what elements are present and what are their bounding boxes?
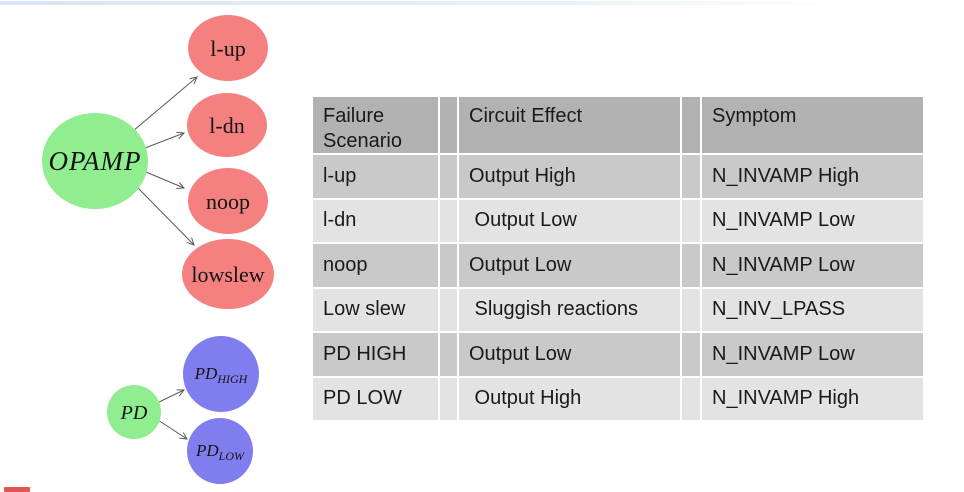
node-opamp-shape [42,113,148,209]
node-noop-label: noop [206,189,250,214]
pd-edges [156,390,187,439]
cell-spacer [682,288,700,331]
cell-symptom: N_INVAMP High [702,377,923,420]
node-pd-low: PDLOW [187,418,253,484]
node-noop: noop [188,168,268,234]
node-ldn-shape [187,93,267,157]
pd-low-sub: LOW [218,449,245,463]
node-lup-shape [188,15,268,81]
cell-scenario: PD HIGH [313,333,438,376]
node-lowslew-shape [182,239,274,309]
cell-spacer [440,333,457,376]
header-spacer-1 [440,97,457,153]
header-circuit-effect: Circuit Effect [459,97,680,153]
cell-effect: Output High [459,377,680,420]
cell-symptom: N_INVAMP Low [702,244,923,287]
cell-scenario: l-dn [313,199,438,242]
cell-spacer [682,377,700,420]
cell-scenario: PD LOW [313,377,438,420]
node-pd-high-label: PDHIGH [194,364,249,386]
node-ldn: l-dn [187,93,267,157]
cell-spacer [682,155,700,198]
edge-opamp-lowslew [137,187,194,245]
opamp-edges [132,77,197,245]
node-pd-low-label: PDLOW [195,441,245,463]
cell-spacer [440,288,457,331]
cell-effect: Output Low [459,244,680,287]
edge-opamp-lup [132,77,197,132]
node-pd-high-shape [183,336,259,412]
edge-opamp-ldn [144,133,184,149]
failure-scenario-table: Failure Scenario Circuit Effect Symptom … [313,97,923,420]
cell-spacer [440,199,457,242]
node-opamp: OPAMP [42,113,148,209]
node-pd-label: PD [120,402,148,424]
cell-scenario: noop [313,244,438,287]
header-failure-scenario: Failure Scenario [313,97,438,153]
node-lup-label: l-up [210,36,245,61]
cell-symptom: N_INVAMP High [702,155,923,198]
pd-low-main: PD [195,441,219,460]
pd-high-sub: HIGH [216,372,248,386]
cell-spacer [440,244,457,287]
cell-spacer [682,199,700,242]
cell-effect: Sluggish reactions [459,288,680,331]
cell-spacer [440,155,457,198]
cell-symptom: N_INVAMP Low [702,199,923,242]
cell-spacer [682,244,700,287]
node-pd: PD [107,385,161,439]
node-lowslew-label: lowslew [191,262,264,287]
node-lup: l-up [188,15,268,81]
header-symptom: Symptom [702,97,923,153]
header-spacer-2 [682,97,700,153]
node-ldn-label: l-dn [209,113,244,138]
node-opamp-label: OPAMP [49,146,142,176]
cell-spacer [682,333,700,376]
cell-symptom: N_INV_LPASS [702,288,923,331]
node-noop-shape [188,168,268,234]
pd-high-main: PD [194,364,218,383]
node-pd-low-shape [187,418,253,484]
cell-symptom: N_INVAMP Low [702,333,923,376]
cell-scenario: l-up [313,155,438,198]
cell-effect: Output Low [459,199,680,242]
edge-pd-high [156,390,184,404]
node-pd-shape [107,385,161,439]
edge-pd-low [157,419,187,439]
cell-scenario: Low slew [313,288,438,331]
bottom-left-red-fragment [4,487,30,492]
cell-spacer [440,377,457,420]
node-pd-high: PDHIGH [183,336,259,412]
node-lowslew: lowslew [182,239,274,309]
edge-opamp-noop [145,171,184,188]
cell-effect: Output Low [459,333,680,376]
cell-effect: Output High [459,155,680,198]
